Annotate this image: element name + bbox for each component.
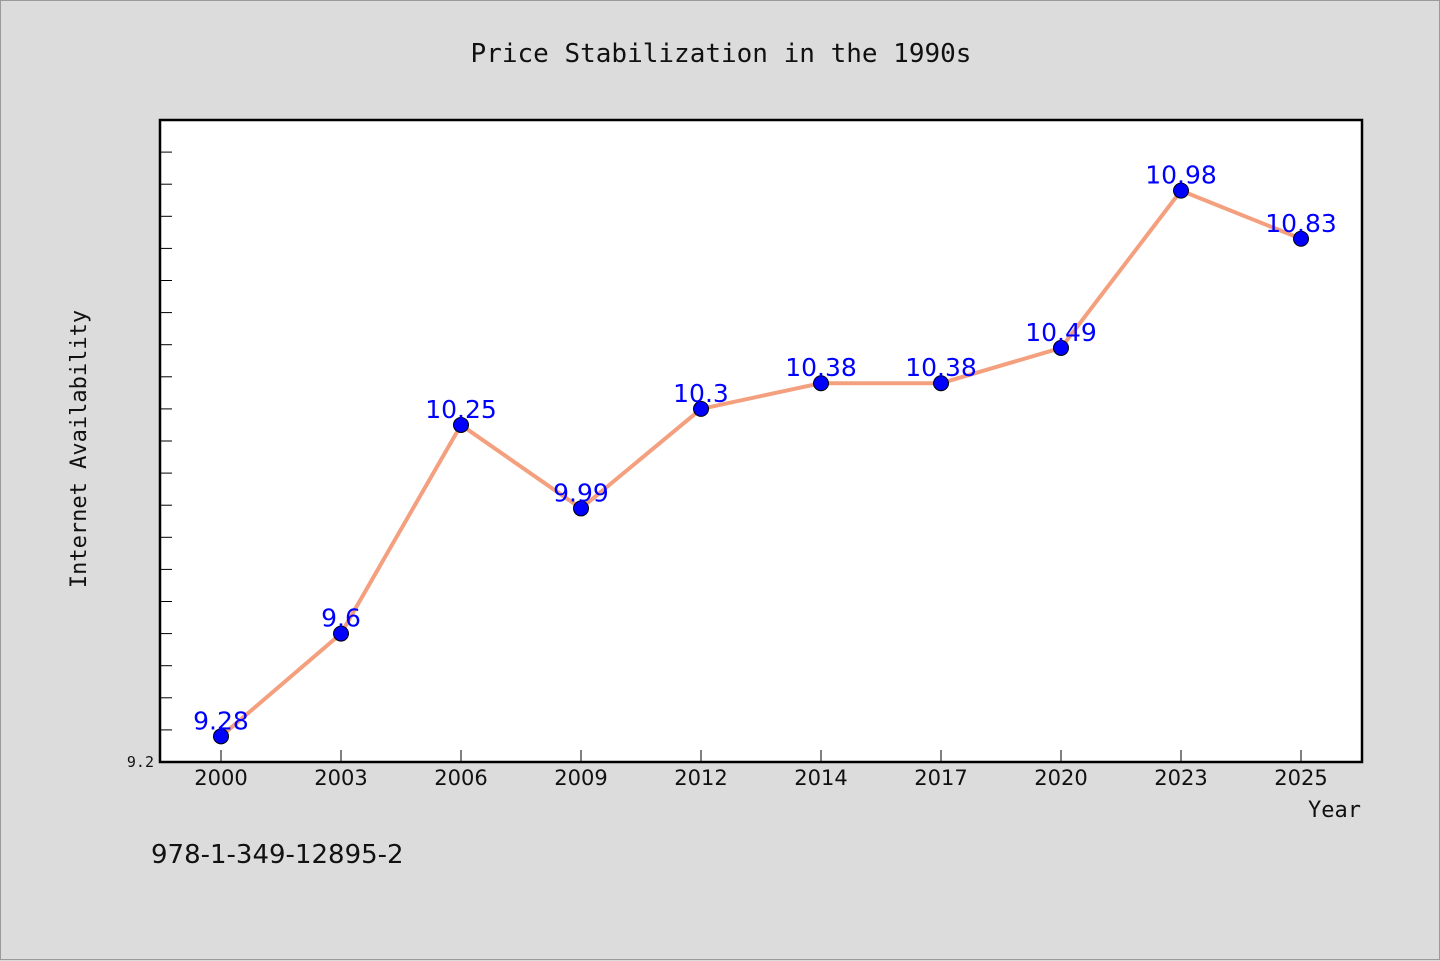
y-axis-ticks [159, 151, 172, 763]
isbn-text: 978-1-349-12895-2 [151, 840, 404, 870]
x-axis-label: Year [1308, 798, 1361, 823]
x-tick-label: 2000 [194, 766, 247, 790]
data-point [333, 625, 349, 642]
data-markers [213, 182, 1309, 745]
data-point [813, 375, 829, 392]
data-point [573, 500, 589, 517]
data-label: 9.99 [553, 478, 609, 507]
x-tick-label: 2023 [1154, 766, 1207, 790]
x-tick-label: 2009 [554, 766, 607, 790]
data-point [1293, 230, 1309, 247]
data-label: 10.83 [1265, 209, 1337, 238]
y-axis-label: Internet Availability [67, 310, 92, 588]
x-tick-label: 2014 [794, 766, 847, 790]
data-point [1173, 182, 1189, 199]
data-point [933, 375, 949, 392]
y-tick-label: 9.2 [127, 753, 154, 771]
data-label: 10.3 [673, 379, 729, 408]
x-tick-label: 2003 [314, 766, 367, 790]
data-labels: 9.28 9.6 10.25 9.99 10.3 10.38 10.38 10.49 10.98… [193, 161, 1337, 736]
data-point [453, 416, 469, 433]
data-label: 9.28 [193, 706, 249, 735]
data-label: 9.6 [321, 604, 361, 633]
data-point [693, 400, 709, 417]
data-label: 10.38 [905, 353, 977, 382]
data-label: 10.25 [425, 395, 497, 424]
chart-title: Price Stabilization in the 1990s [471, 39, 972, 69]
data-point [213, 728, 229, 745]
x-tick-label: 2006 [434, 766, 487, 790]
data-point [1053, 339, 1069, 356]
x-tick-label: 2012 [674, 766, 727, 790]
x-tick-label: 2025 [1274, 766, 1327, 790]
series-line [219, 188, 1303, 739]
x-axis-ticks: 2000 2003 2006 2009 2012 2014 2017 2020 2023 2025 [194, 750, 1328, 790]
data-label: 10.49 [1025, 318, 1097, 347]
plot-area [158, 118, 1364, 764]
series-line-group [219, 188, 1303, 739]
data-label: 10.38 [785, 353, 857, 382]
x-tick-label: 2017 [914, 766, 967, 790]
x-tick-label: 2020 [1034, 766, 1087, 790]
data-label: 10.98 [1145, 161, 1217, 190]
